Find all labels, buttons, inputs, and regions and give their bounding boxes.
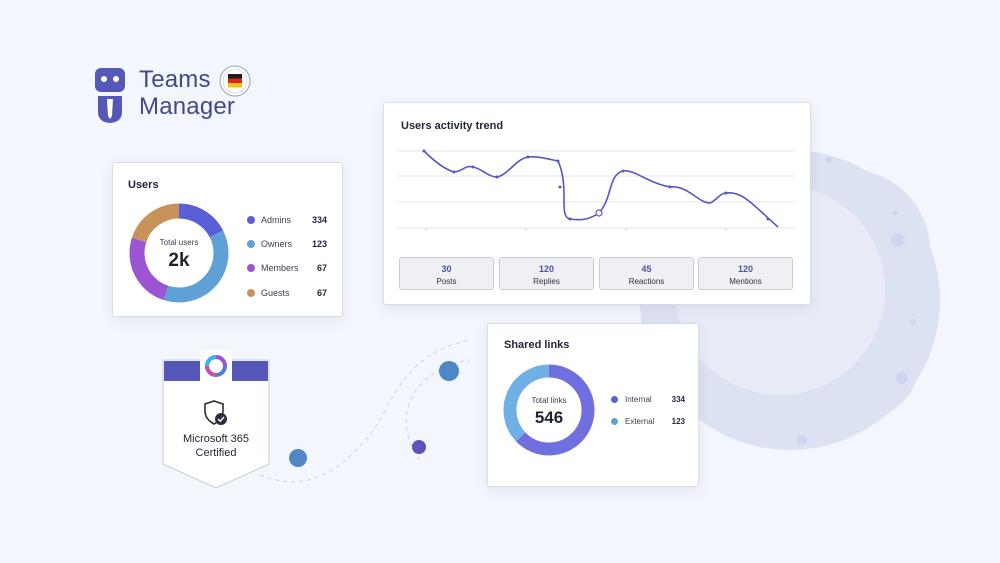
- trend-point: [422, 149, 426, 153]
- legend-value: 67: [316, 263, 327, 273]
- stat-label: Replies: [533, 277, 560, 286]
- legend-label: Admins: [261, 215, 292, 225]
- users-total-value: 2k: [168, 250, 190, 271]
- activity-card-title: Users activity trend: [401, 120, 504, 132]
- brand-name-line1: Teams: [139, 66, 211, 93]
- legend-item-internal: Internal 334: [611, 393, 685, 407]
- users-donut-chart: Total users 2k: [127, 201, 231, 305]
- robot-logo-icon: [95, 68, 125, 123]
- users-card-title: Users: [128, 179, 159, 191]
- trend-point: [558, 185, 562, 189]
- stat-reactions[interactable]: 45 Reactions: [599, 257, 694, 290]
- links-legend: Internal 334 External 123: [611, 393, 685, 433]
- shared-links-card: Shared links Total links 546 Internal 33…: [487, 323, 699, 487]
- legend-label: External: [625, 417, 655, 426]
- decorative-dot: [892, 210, 898, 216]
- activity-trend-card: Users activity trend 30 Posts 120 Replie…: [383, 102, 811, 305]
- decorative-dot: [797, 435, 807, 445]
- users-donut-segment-members: [129, 203, 229, 303]
- decorative-dot: [412, 440, 426, 454]
- badge-title-line1: Microsoft 365: [182, 433, 250, 445]
- decorative-dot: [826, 157, 832, 163]
- made-in-germany-stamp-icon: [219, 65, 251, 97]
- links-donut-chart: Total links 546: [501, 362, 597, 458]
- legend-label: Members: [261, 263, 299, 273]
- shared-links-title: Shared links: [504, 339, 570, 351]
- legend-dot: [247, 240, 255, 248]
- decorative-dot: [910, 319, 916, 325]
- users-donut-segment-owners: [129, 203, 229, 303]
- stat-value: 120: [737, 264, 754, 274]
- users-donut-segment-guests: [129, 203, 229, 303]
- legend-item-guests: Guests 67: [247, 286, 327, 300]
- legend-value: 67: [316, 288, 327, 298]
- users-legend: Admins 334 Owners 123 Members 67 Guests …: [247, 213, 327, 303]
- stat-replies[interactable]: 120 Replies: [499, 257, 594, 290]
- brand-logo: Teams Manager: [94, 65, 264, 126]
- brand-name-line2: Manager: [139, 93, 236, 120]
- stat-value: 120: [538, 264, 555, 274]
- legend-item-admins: Admins 334: [247, 213, 327, 227]
- links-total-value: 546: [534, 408, 564, 427]
- trend-point: [766, 217, 770, 221]
- badge-title-line2: Certified: [195, 447, 237, 459]
- decorative-dot: [289, 449, 307, 467]
- legend-dot: [247, 264, 255, 272]
- trend-point-highlight[interactable]: [595, 209, 603, 217]
- legend-dot: [611, 396, 618, 403]
- legend-value: 334: [671, 395, 685, 404]
- stat-label: Reactions: [628, 277, 665, 286]
- trend-point: [724, 191, 728, 195]
- legend-label: Internal: [625, 395, 652, 404]
- legend-label: Owners: [261, 239, 293, 249]
- stat-value: 30: [441, 264, 452, 274]
- trend-point: [526, 155, 530, 159]
- trend-point: [568, 217, 572, 221]
- users-total-label: Total users: [159, 238, 199, 247]
- links-total-label: Total links: [531, 396, 567, 405]
- decorative-dot: [896, 372, 908, 384]
- trend-point: [668, 185, 672, 189]
- m365-logo-icon: [205, 355, 227, 377]
- trend-point: [556, 159, 560, 163]
- trend-point: [471, 165, 475, 169]
- activity-line-chart: [398, 149, 794, 231]
- decorative-dot: [891, 233, 905, 247]
- legend-item-external: External 123: [611, 415, 685, 429]
- legend-item-owners: Owners 123: [247, 237, 327, 251]
- legend-dot: [247, 289, 255, 297]
- legend-label: Guests: [261, 288, 290, 298]
- legend-value: 123: [311, 239, 327, 249]
- dashed-connector: [259, 339, 471, 483]
- stat-value: 45: [641, 264, 652, 274]
- shield-check-icon: [204, 400, 227, 425]
- stat-label: Posts: [436, 277, 457, 286]
- legend-dot: [611, 418, 618, 425]
- dashed-connector: [405, 359, 471, 461]
- trend-point: [495, 175, 499, 179]
- users-card: Users Total users 2k Admins 334 Owners 1…: [112, 162, 343, 317]
- links-donut-segment-external: [503, 364, 595, 456]
- legend-dot: [247, 216, 255, 224]
- trend-point: [452, 170, 456, 174]
- legend-value: 123: [671, 417, 685, 426]
- legend-value: 334: [311, 215, 327, 225]
- trend-point: [621, 169, 625, 173]
- stat-posts[interactable]: 30 Posts: [399, 257, 494, 290]
- stat-label: Mentions: [729, 277, 762, 286]
- decorative-dot: [439, 361, 459, 381]
- legend-item-members: Members 67: [247, 261, 327, 275]
- ms365-certified-badge: Microsoft 365 Certified: [162, 340, 270, 490]
- stat-mentions[interactable]: 120 Mentions: [698, 257, 793, 290]
